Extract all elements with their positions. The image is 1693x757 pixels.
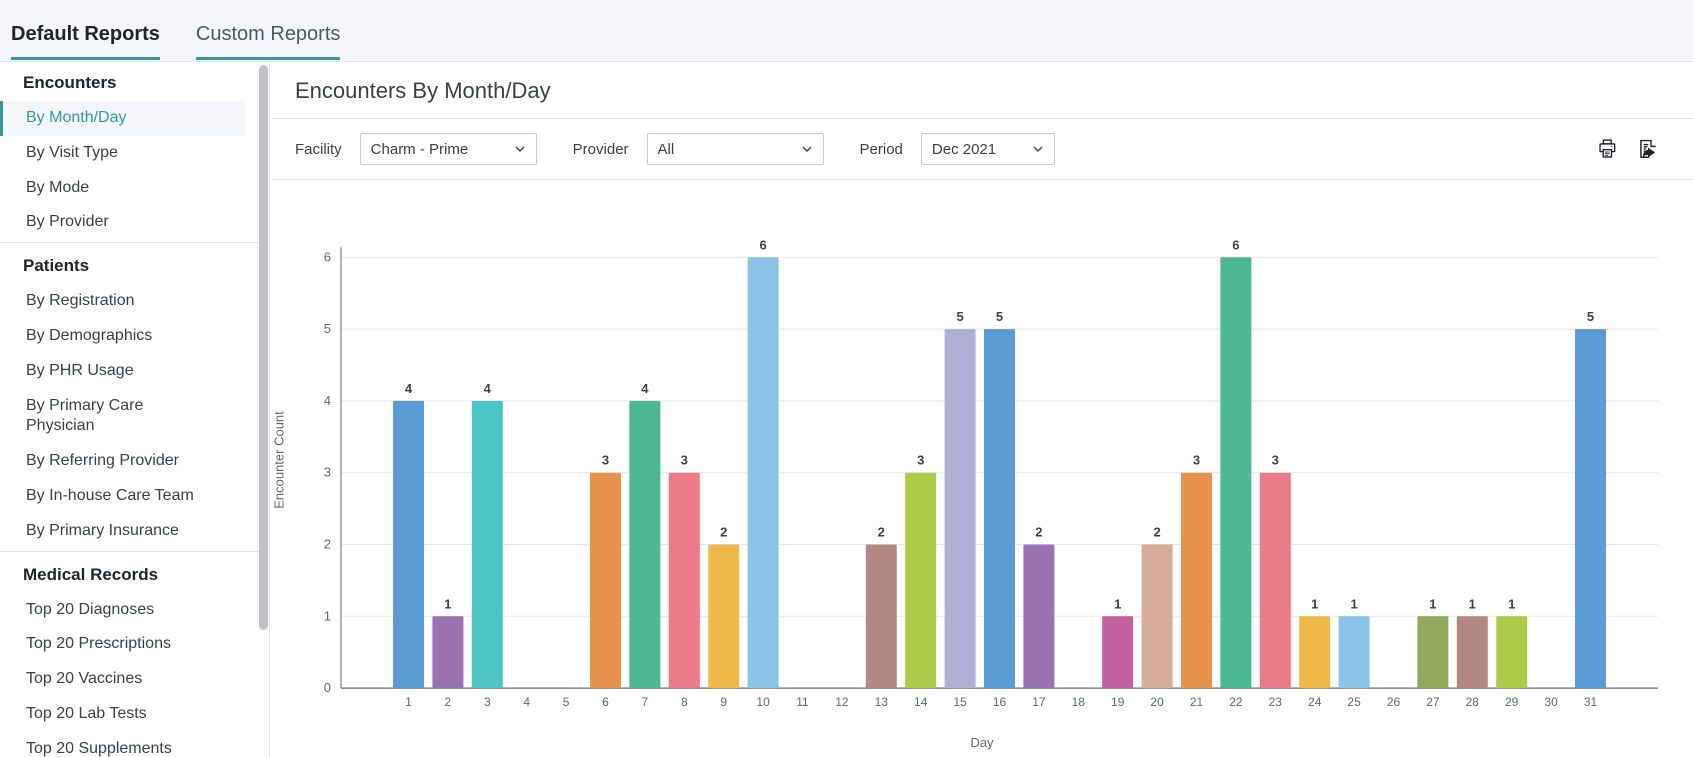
- svg-text:9: 9: [720, 695, 727, 709]
- svg-text:2: 2: [878, 524, 885, 539]
- svg-text:1: 1: [1114, 596, 1121, 611]
- svg-text:29: 29: [1505, 695, 1519, 709]
- svg-text:1: 1: [1350, 596, 1357, 611]
- svg-text:1: 1: [1469, 596, 1476, 611]
- svg-text:30: 30: [1544, 695, 1558, 709]
- svg-text:3: 3: [324, 465, 331, 480]
- svg-text:3: 3: [1272, 453, 1279, 468]
- svg-text:19: 19: [1111, 695, 1125, 709]
- svg-text:3: 3: [681, 453, 688, 468]
- svg-text:25: 25: [1347, 695, 1361, 709]
- svg-text:2: 2: [720, 524, 727, 539]
- svg-text:4: 4: [641, 381, 649, 396]
- svg-text:27: 27: [1426, 695, 1440, 709]
- svg-text:26: 26: [1387, 695, 1401, 709]
- svg-text:2: 2: [1153, 524, 1160, 539]
- svg-text:4: 4: [405, 381, 413, 396]
- svg-text:20: 20: [1150, 695, 1164, 709]
- svg-text:4: 4: [484, 381, 492, 396]
- svg-text:1: 1: [405, 695, 412, 709]
- svg-text:6: 6: [1232, 237, 1239, 252]
- svg-text:18: 18: [1072, 695, 1086, 709]
- svg-text:23: 23: [1269, 695, 1283, 709]
- svg-text:3: 3: [917, 453, 924, 468]
- svg-text:2: 2: [445, 695, 452, 709]
- svg-text:21: 21: [1190, 695, 1204, 709]
- svg-text:7: 7: [642, 695, 649, 709]
- svg-text:17: 17: [1032, 695, 1046, 709]
- svg-text:13: 13: [875, 695, 889, 709]
- svg-text:12: 12: [835, 695, 849, 709]
- svg-text:11: 11: [796, 695, 809, 709]
- svg-text:2: 2: [1035, 524, 1042, 539]
- svg-text:28: 28: [1466, 695, 1480, 709]
- svg-text:8: 8: [681, 695, 688, 709]
- svg-text:1: 1: [444, 596, 451, 611]
- svg-text:4: 4: [523, 695, 530, 709]
- svg-text:2: 2: [324, 536, 331, 551]
- svg-text:1: 1: [1429, 596, 1436, 611]
- svg-text:3: 3: [1193, 453, 1200, 468]
- svg-text:0: 0: [324, 680, 331, 695]
- svg-text:1: 1: [324, 608, 331, 623]
- svg-text:5: 5: [1587, 309, 1594, 324]
- svg-text:6: 6: [759, 237, 766, 252]
- svg-text:3: 3: [602, 453, 609, 468]
- svg-text:14: 14: [914, 695, 928, 709]
- svg-text:10: 10: [756, 695, 770, 709]
- svg-text:3: 3: [484, 695, 491, 709]
- svg-text:4: 4: [324, 393, 331, 408]
- svg-text:5: 5: [996, 309, 1003, 324]
- svg-text:5: 5: [956, 309, 963, 324]
- svg-text:24: 24: [1308, 695, 1322, 709]
- svg-text:1: 1: [1311, 596, 1318, 611]
- svg-text:5: 5: [324, 321, 331, 336]
- svg-text:15: 15: [953, 695, 967, 709]
- svg-text:5: 5: [563, 695, 570, 709]
- svg-text:6: 6: [602, 695, 609, 709]
- svg-text:16: 16: [993, 695, 1007, 709]
- svg-text:6: 6: [324, 249, 331, 264]
- svg-text:22: 22: [1229, 695, 1243, 709]
- svg-text:31: 31: [1584, 695, 1598, 709]
- svg-text:1: 1: [1508, 596, 1515, 611]
